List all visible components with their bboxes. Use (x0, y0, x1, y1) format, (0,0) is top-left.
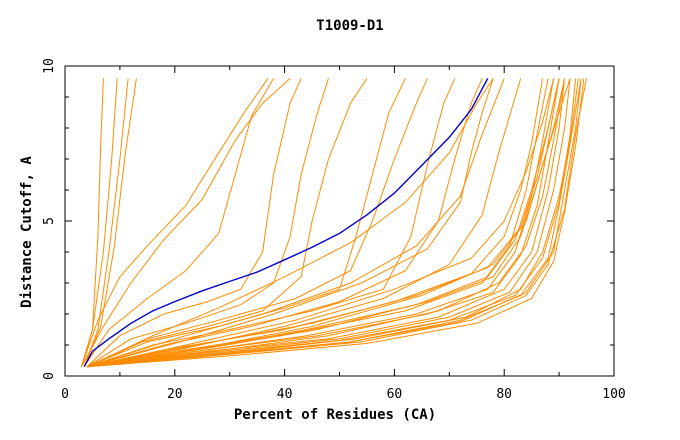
model-series-line-23 (86, 78, 571, 368)
model-series-line-17 (86, 78, 522, 368)
x-tick-label: 60 (387, 387, 403, 402)
y-tick-label: 10 (42, 58, 57, 74)
y-axis-label: Distance Cutoff, A (19, 156, 35, 308)
y-tick-label: 5 (42, 217, 57, 225)
model-series-line-3 (83, 78, 129, 367)
x-tick-label: 20 (167, 387, 183, 402)
x-tick-label: 40 (277, 387, 293, 402)
series-layer (81, 78, 587, 368)
model-series-line-8 (86, 78, 302, 368)
y-tick-label: 0 (42, 372, 57, 380)
model-series-line-7 (83, 78, 275, 367)
model-series-line-16 (86, 78, 505, 368)
model-series-line-26 (86, 78, 587, 368)
model-series-line-1 (81, 78, 104, 367)
x-tick-label: 0 (61, 387, 69, 402)
model-series-line-33 (86, 78, 555, 368)
model-series-line-14 (86, 78, 483, 368)
model-series-line-34 (86, 78, 582, 368)
x-tick-label: 100 (602, 387, 625, 402)
model-series-line-28 (86, 78, 566, 368)
model-series-line-6 (81, 78, 291, 367)
model-series-line-27 (86, 78, 585, 368)
model-series-line-20 (86, 78, 555, 368)
chart-title: T1009-D1 (316, 18, 383, 34)
x-tick-label: 80 (496, 387, 512, 402)
model-series-line-30 (86, 78, 560, 368)
model-series-line-35 (86, 78, 560, 368)
model-series-line-12 (86, 78, 428, 368)
model-series-line-19 (86, 78, 549, 368)
model-series-line-13 (86, 78, 456, 368)
model-series-line-36 (86, 78, 494, 368)
model-series-line-11 (86, 78, 406, 368)
model-series-line-21 (86, 78, 560, 368)
model-series-line-9 (86, 78, 329, 368)
model-series-line-10 (86, 78, 368, 368)
model-series-line-22 (86, 78, 566, 368)
model-series-line-4 (83, 78, 137, 367)
highlight-series-line (83, 78, 489, 368)
model-series-line-2 (81, 78, 118, 367)
model-series-line-5 (81, 78, 269, 367)
axes-layer: 0 20 40 60 80 100 0 5 10 (42, 58, 626, 402)
model-series-line-31 (86, 78, 566, 368)
x-axis-label: Percent of Residues (CA) (234, 407, 436, 423)
model-series-line-29 (86, 78, 571, 368)
model-series-line-15 (86, 78, 494, 368)
model-series-line-32 (86, 78, 579, 368)
